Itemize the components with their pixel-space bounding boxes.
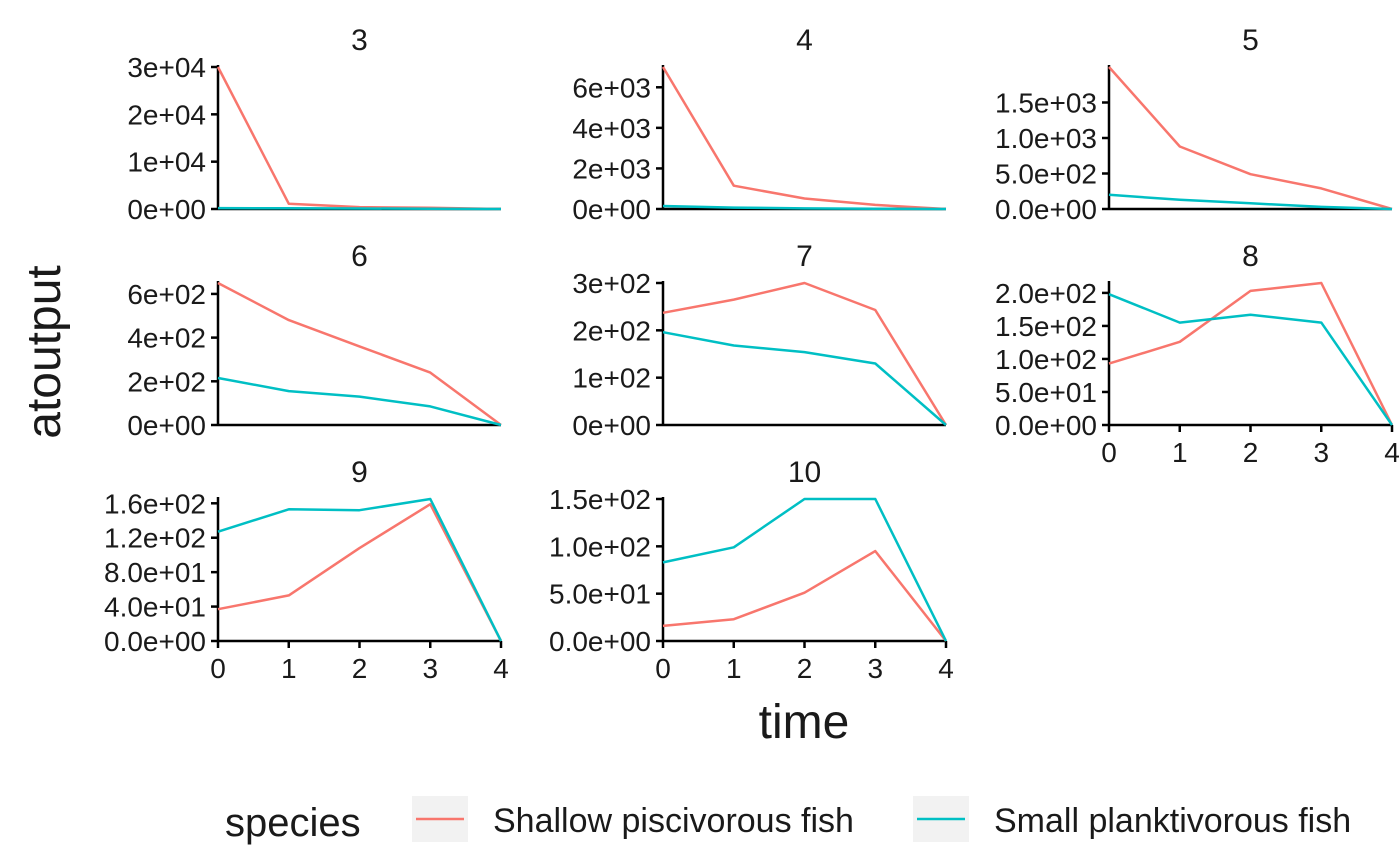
y-tick-label: 0e+00 <box>572 194 651 225</box>
facet-panel-4: 4 0e+00 2e+03 4e+03 6e+03 <box>572 24 947 225</box>
y-tick-label: 2e+03 <box>572 153 651 184</box>
y-tick-label: 2e+02 <box>572 315 651 346</box>
legend-title: species <box>225 801 361 845</box>
x-tick-label: 0 <box>655 653 671 684</box>
y-tick-label: 0.0e+00 <box>995 410 1097 441</box>
legend-label: Shallow piscivorous fish <box>493 802 854 840</box>
facet-panel-6: 6 0e+00 2e+02 4e+02 6e+02 <box>127 240 502 441</box>
y-tick-label: 8.0e+01 <box>104 557 206 588</box>
panel-title: 4 <box>796 24 813 57</box>
series-line-shallow-piscivorous-fish <box>662 549 947 642</box>
x-tick-label: 2 <box>1243 437 1259 468</box>
legend-label: Small planktivorous fish <box>994 802 1351 840</box>
series-line-shallow-piscivorous-fish <box>662 281 948 426</box>
series-line-small-planktivorous-fish <box>1108 193 1393 211</box>
y-tick-label: 0e+00 <box>572 410 651 441</box>
series-line-small-planktivorous-fish <box>1108 293 1394 426</box>
panel-title: 9 <box>351 456 368 489</box>
x-tick-label: 2 <box>797 653 813 684</box>
series-line-shallow-piscivorous-fish <box>1108 281 1394 426</box>
y-tick-label: 4.0e+01 <box>104 592 206 623</box>
y-tick-label: 5.0e+02 <box>995 159 1097 190</box>
y-tick-label: 0.0e+00 <box>104 626 206 657</box>
series-line-shallow-piscivorous-fish <box>217 502 503 642</box>
series-line-small-planktivorous-fish <box>662 330 947 426</box>
x-axis-title: time <box>759 696 850 749</box>
facet-panel-9: 9 0.0e+004.0e+01 8.0e+011.2e+02 1.6e+02 0 1 2 3… <box>104 456 509 684</box>
x-tick-label: 2 <box>352 653 368 684</box>
y-tick-label: 1.2e+02 <box>104 523 206 554</box>
x-tick-label: 4 <box>938 653 954 684</box>
x-tick-label: 4 <box>493 653 509 684</box>
series-line-shallow-piscivorous-fish <box>1108 66 1393 211</box>
panel-title: 3 <box>351 24 368 57</box>
x-tick-label: 3 <box>867 653 883 684</box>
y-tick-label: 4e+03 <box>572 113 651 144</box>
panel-title: 5 <box>1242 24 1259 57</box>
series-line-small-planktivorous-fish <box>662 204 947 211</box>
series-line-small-planktivorous-fish <box>217 206 502 211</box>
y-tick-label: 0.0e+00 <box>995 194 1097 225</box>
y-tick-label: 6e+03 <box>572 72 651 103</box>
y-tick-label: 0e+00 <box>127 194 206 225</box>
facet-panels: 3 0e+00 1e+04 2e+04 3e+04 4 0e+00 2e+03 4e+03 6e+… <box>104 24 1400 684</box>
facet-panel-5: 5 0.0e+00 5.0e+02 1.0e+03 1.5e+03 <box>995 24 1393 225</box>
y-tick-label: 1.6e+02 <box>104 488 206 519</box>
panel-title: 7 <box>796 240 813 273</box>
y-tick-label: 5.0e+01 <box>549 579 651 610</box>
series-line-small-planktivorous-fish <box>662 497 948 642</box>
series-line-shallow-piscivorous-fish <box>661 66 947 211</box>
y-tick-label: 1e+04 <box>127 147 206 178</box>
y-tick-label: 2.0e+02 <box>995 278 1097 309</box>
y-tick-label: 6e+02 <box>127 279 206 310</box>
panel-title: 10 <box>788 456 821 489</box>
series-line-shallow-piscivorous-fish <box>216 66 502 211</box>
facet-panel-7: 7 0e+00 1e+02 2e+02 3e+02 <box>572 240 948 441</box>
y-tick-label: 1e+02 <box>572 363 651 394</box>
panel-title: 6 <box>351 240 368 273</box>
y-tick-label: 3e+02 <box>572 268 651 299</box>
x-tick-label: 1 <box>726 653 742 684</box>
facet-panel-3: 3 0e+00 1e+04 2e+04 3e+04 <box>127 24 502 225</box>
y-tick-label: 0.0e+00 <box>549 626 651 657</box>
legend-item-shallow-piscivorous-fish: Shallow piscivorous fish <box>412 796 854 842</box>
panel-title: 8 <box>1242 240 1259 273</box>
series-line-small-planktivorous-fish <box>217 376 502 427</box>
series-line-small-planktivorous-fish <box>217 497 503 642</box>
x-tick-label: 0 <box>1101 437 1117 468</box>
y-tick-label: 1.0e+03 <box>995 123 1097 154</box>
y-tick-label: 1.5e+02 <box>995 311 1097 342</box>
y-tick-label: 1.0e+02 <box>549 531 651 562</box>
facet-panel-10: 10 0.0e+00 5.0e+01 1.0e+02 1.5e+02 0 1 2 3 4 <box>549 456 954 684</box>
x-tick-label: 0 <box>210 653 226 684</box>
facet-panel-8: 8 0.0e+005.0e+011.0e+021.5e+022.0e+02 0 1 2 3… <box>995 240 1400 468</box>
x-tick-label: 3 <box>422 653 438 684</box>
y-tick-label: 0e+00 <box>127 410 206 441</box>
x-tick-label: 3 <box>1313 437 1329 468</box>
x-tick-label: 4 <box>1384 437 1400 468</box>
x-tick-label: 1 <box>1172 437 1188 468</box>
y-tick-label: 2e+02 <box>127 366 206 397</box>
legend: species Shallow piscivorous fish Small p… <box>225 796 1351 845</box>
series-line-shallow-piscivorous-fish <box>217 281 502 427</box>
y-tick-label: 5.0e+01 <box>995 377 1097 408</box>
x-tick-label: 1 <box>281 653 297 684</box>
legend-item-small-planktivorous-fish: Small planktivorous fish <box>913 796 1351 842</box>
y-tick-label: 2e+04 <box>127 99 206 130</box>
y-tick-label: 1.0e+02 <box>995 344 1097 375</box>
y-tick-label: 1.5e+02 <box>549 484 651 515</box>
y-tick-label: 4e+02 <box>127 323 206 354</box>
y-axis-title: atoutput <box>18 265 71 438</box>
y-tick-label: 1.5e+03 <box>995 88 1097 119</box>
y-tick-label: 3e+04 <box>127 52 206 83</box>
